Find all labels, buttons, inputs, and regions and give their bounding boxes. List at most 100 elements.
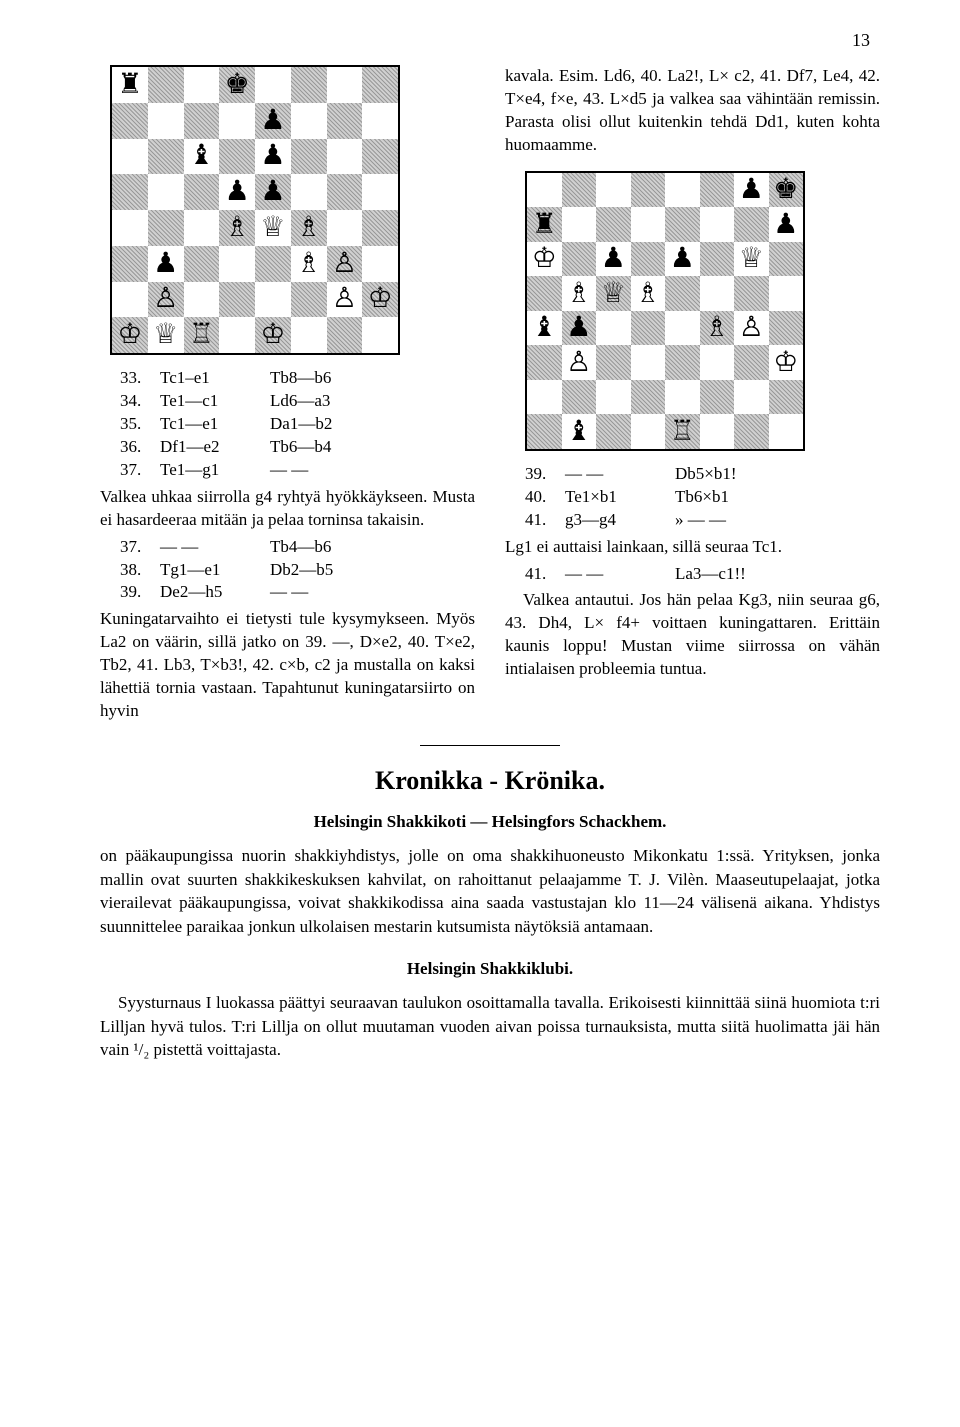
chess-square bbox=[327, 67, 363, 103]
black-move: Da1—b2 bbox=[270, 413, 380, 436]
chess-square bbox=[291, 67, 327, 103]
chess-square bbox=[255, 67, 291, 103]
white-move: Te1×b1 bbox=[565, 486, 675, 509]
chess-square bbox=[769, 380, 804, 415]
chess-square bbox=[112, 282, 148, 318]
chess-square bbox=[148, 67, 184, 103]
chess-square bbox=[184, 246, 220, 282]
chess-square bbox=[184, 174, 220, 210]
black-move: La3—c1!! bbox=[675, 563, 785, 586]
moves-list-2: 37.— —Tb4—b638.Tg1—e1Db2—b539.De2—h5 — — bbox=[120, 536, 475, 605]
chess-square: ♙ bbox=[734, 311, 769, 346]
chess-square bbox=[527, 380, 562, 415]
move-row: 40.Te1×b1Tb6×b1 bbox=[525, 486, 880, 509]
chess-square bbox=[219, 246, 255, 282]
chess-diagram-1: ♜♚♟♝♟♟♟♗♕♗♟♗♙♙♙♔♔♕♖♔ bbox=[110, 65, 400, 355]
chess-square: ♗ bbox=[291, 210, 327, 246]
chess-square bbox=[112, 210, 148, 246]
chess-square: ♔ bbox=[527, 242, 562, 277]
black-move: Tb4—b6 bbox=[270, 536, 380, 559]
chess-square bbox=[700, 345, 735, 380]
chess-square: ♟ bbox=[665, 242, 700, 277]
chess-square: ♙ bbox=[562, 345, 597, 380]
chess-square: ♕ bbox=[596, 276, 631, 311]
paragraph: Valkea uhkaa siirrolla g4 ryhtyä hyökkäy… bbox=[100, 486, 475, 532]
move-row: 38.Tg1—e1Db2—b5 bbox=[120, 559, 475, 582]
chess-square bbox=[562, 207, 597, 242]
white-move: Te1—c1 bbox=[160, 390, 270, 413]
chess-square bbox=[769, 311, 804, 346]
move-row: 39.— —Db5×b1! bbox=[525, 463, 880, 486]
chess-square bbox=[291, 317, 327, 353]
chess-square: ♔ bbox=[112, 317, 148, 353]
chess-square bbox=[562, 242, 597, 277]
chess-square bbox=[527, 345, 562, 380]
chess-square: ♜ bbox=[112, 67, 148, 103]
paragraph: Kuningatarvaihto ei tietysti tule kysymy… bbox=[100, 608, 475, 723]
chess-square: ♟ bbox=[255, 174, 291, 210]
moves-list-3: 39.— —Db5×b1!40.Te1×b1Tb6×b141.g3—g4» — … bbox=[525, 463, 880, 532]
chess-square bbox=[291, 282, 327, 318]
two-column-content: ♜♚♟♝♟♟♟♗♕♗♟♗♙♙♙♔♔♕♖♔ 33.Tc1–e1Tb8—b634.T… bbox=[100, 65, 880, 725]
chess-square bbox=[184, 210, 220, 246]
chess-square: ♗ bbox=[562, 276, 597, 311]
chess-square bbox=[562, 173, 597, 208]
paragraph: Valkea antautui. Jos hän pelaa Kg3, niin… bbox=[505, 589, 880, 681]
subheading: Helsingin Shakkikoti — Helsingfors Schac… bbox=[100, 810, 880, 834]
chess-square bbox=[769, 414, 804, 449]
chess-square bbox=[700, 414, 735, 449]
chess-square bbox=[219, 139, 255, 175]
chess-square bbox=[596, 173, 631, 208]
paragraph: kavala. Esim. Ld6, 40. La2!, L× c2, 41. … bbox=[505, 65, 880, 157]
chess-square: ♜ bbox=[527, 207, 562, 242]
white-move: De2—h5 bbox=[160, 581, 270, 604]
chess-square bbox=[112, 174, 148, 210]
chess-square bbox=[362, 317, 398, 353]
move-number: 37. bbox=[120, 459, 160, 482]
chess-square bbox=[596, 380, 631, 415]
chess-square: ♝ bbox=[184, 139, 220, 175]
move-number: 39. bbox=[120, 581, 160, 604]
chess-square bbox=[700, 242, 735, 277]
chess-square bbox=[734, 345, 769, 380]
chess-square bbox=[596, 311, 631, 346]
chess-square bbox=[631, 414, 666, 449]
chess-square bbox=[291, 103, 327, 139]
chess-square: ♕ bbox=[148, 317, 184, 353]
white-move: — — bbox=[160, 536, 270, 559]
chess-square bbox=[327, 317, 363, 353]
move-row: 41.g3—g4» — — bbox=[525, 509, 880, 532]
chess-square: ♟ bbox=[219, 174, 255, 210]
chess-square: ♟ bbox=[596, 242, 631, 277]
chess-square bbox=[362, 210, 398, 246]
right-column: kavala. Esim. Ld6, 40. La2!, L× c2, 41. … bbox=[505, 65, 880, 725]
chess-square bbox=[327, 174, 363, 210]
chess-square bbox=[291, 139, 327, 175]
chess-square: ♗ bbox=[219, 210, 255, 246]
chess-square bbox=[665, 207, 700, 242]
chess-square: ♟ bbox=[148, 246, 184, 282]
move-number: 35. bbox=[120, 413, 160, 436]
chess-square bbox=[362, 174, 398, 210]
move-number: 37. bbox=[120, 536, 160, 559]
black-move: Tb6—b4 bbox=[270, 436, 380, 459]
black-move: » — — bbox=[675, 509, 785, 532]
chess-square bbox=[734, 276, 769, 311]
chess-square: ♟ bbox=[769, 207, 804, 242]
move-row: 37.— —Tb4—b6 bbox=[120, 536, 475, 559]
chess-square bbox=[596, 207, 631, 242]
chess-square: ♔ bbox=[769, 345, 804, 380]
chess-square bbox=[362, 139, 398, 175]
chess-square bbox=[255, 246, 291, 282]
chess-square: ♙ bbox=[327, 246, 363, 282]
chess-square bbox=[112, 139, 148, 175]
chess-square bbox=[327, 210, 363, 246]
chess-square: ♕ bbox=[734, 242, 769, 277]
chess-square: ♟ bbox=[255, 139, 291, 175]
white-move: Tg1—e1 bbox=[160, 559, 270, 582]
chess-square bbox=[631, 207, 666, 242]
chess-square bbox=[769, 242, 804, 277]
chess-square: ♟ bbox=[255, 103, 291, 139]
section-divider bbox=[420, 745, 560, 746]
chess-square bbox=[148, 174, 184, 210]
